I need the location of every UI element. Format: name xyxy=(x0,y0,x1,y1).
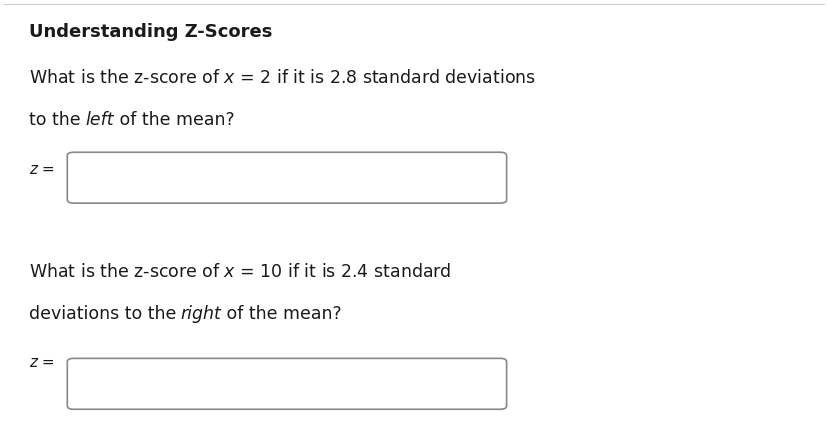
Text: Understanding Z-Scores: Understanding Z-Scores xyxy=(29,23,272,41)
Text: of the mean?: of the mean? xyxy=(113,112,234,130)
Text: What is the z-score of $x$ = 2 if it is 2.8 standard deviations: What is the z-score of $x$ = 2 if it is … xyxy=(29,69,535,88)
FancyBboxPatch shape xyxy=(67,358,506,409)
Text: of the mean?: of the mean? xyxy=(220,305,341,323)
FancyBboxPatch shape xyxy=(67,152,506,203)
Text: right: right xyxy=(180,305,221,323)
Text: to the: to the xyxy=(29,112,86,130)
Text: left: left xyxy=(85,112,114,130)
Text: z =: z = xyxy=(29,355,55,370)
Text: z =: z = xyxy=(29,162,55,177)
Text: What is the z-score of $x$ = 10 if it is 2.4 standard: What is the z-score of $x$ = 10 if it is… xyxy=(29,263,451,281)
Text: deviations to the: deviations to the xyxy=(29,305,181,323)
